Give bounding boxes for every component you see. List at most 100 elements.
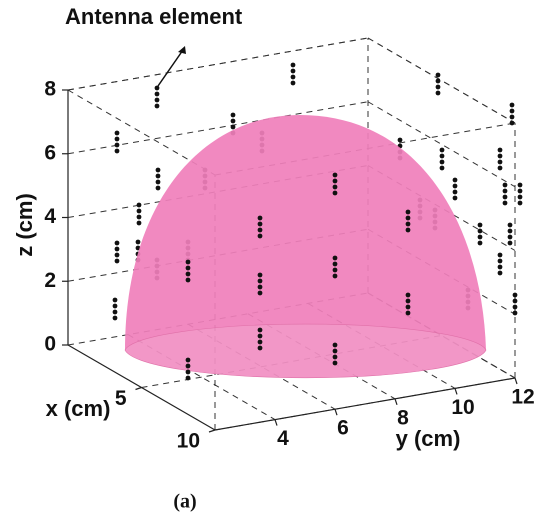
antenna-dot (258, 346, 263, 351)
antenna-dot (333, 179, 338, 184)
figure: 024685104681012 Antenna element z (cm) x… (0, 0, 550, 521)
antenna-dot (333, 268, 338, 273)
antenna-dot (137, 209, 142, 214)
y-tick-label: 10 (451, 396, 474, 419)
antenna-dot (503, 183, 508, 188)
antenna-dot (508, 241, 513, 246)
antenna-dot (258, 328, 263, 333)
antenna-dot (113, 298, 118, 303)
antenna-dot (156, 186, 161, 191)
antenna-dot (291, 75, 296, 80)
antenna-dot (155, 92, 160, 97)
y-tick (515, 378, 517, 384)
y-tick-label: 6 (337, 417, 349, 440)
antenna-dot (498, 265, 503, 270)
antenna-dot (115, 247, 120, 252)
antenna-dot (186, 278, 191, 283)
antenna-dot (258, 340, 263, 345)
antenna-dot (436, 91, 441, 96)
antenna-dot (478, 235, 483, 240)
y-tick (275, 420, 277, 426)
antenna-dot (406, 228, 411, 233)
antenna-dot (333, 185, 338, 190)
antenna-dot (258, 273, 263, 278)
antenna-dot (440, 154, 445, 159)
antenna-dot (258, 222, 263, 227)
antenna-dot (136, 240, 141, 245)
antenna-dot (510, 103, 515, 108)
antenna-dot (155, 104, 160, 109)
antenna-dot (115, 143, 120, 148)
antenna-dot (453, 190, 458, 195)
antenna-dot (498, 253, 503, 258)
antenna-dot (291, 81, 296, 86)
antenna-dot (513, 311, 518, 316)
antenna-dot (398, 138, 403, 143)
antenna-dot (498, 166, 503, 171)
antenna-dot (291, 69, 296, 74)
antenna-dot (406, 293, 411, 298)
z-tick-label: 0 (44, 333, 56, 356)
z-tick-label: 2 (44, 269, 56, 292)
antenna-dot (186, 376, 191, 381)
antenna-dot (453, 196, 458, 201)
antenna-dot (478, 229, 483, 234)
antenna-dot (115, 149, 120, 154)
antenna-dot (440, 148, 445, 153)
antenna-dot (258, 291, 263, 296)
antenna-dot (518, 183, 523, 188)
antenna-dot (333, 256, 338, 261)
antenna-dot (406, 222, 411, 227)
x-axis-label: x (cm) (46, 396, 111, 421)
antenna-dot (115, 241, 120, 246)
antenna-dot (498, 271, 503, 276)
annotation: Antenna element (65, 4, 243, 29)
antenna-dot (113, 310, 118, 315)
x-tick-label: 5 (115, 387, 127, 410)
y-tick (395, 399, 397, 405)
antenna-dot (498, 154, 503, 159)
antenna-dot (503, 195, 508, 200)
antenna-dot (186, 266, 191, 271)
antenna-dot (510, 115, 515, 120)
antenna-dot (518, 189, 523, 194)
antenna-dot (333, 349, 338, 354)
antenna-dot (513, 305, 518, 310)
antenna-dot (406, 305, 411, 310)
antenna-dot (115, 131, 120, 136)
z-axis-label: z (cm) (12, 193, 37, 257)
y-axis-label: y (cm) (396, 426, 461, 451)
grid-line (368, 38, 515, 123)
antenna-dot (406, 216, 411, 221)
antenna-dot (518, 201, 523, 206)
antenna-dot (186, 272, 191, 277)
y-tick (455, 388, 457, 394)
antenna-dot (406, 299, 411, 304)
antenna-dot (156, 168, 161, 173)
x-tick (209, 430, 215, 432)
antenna-dot (137, 215, 142, 220)
y-tick (335, 409, 337, 415)
antenna-dot (508, 223, 513, 228)
antenna-dot (406, 311, 411, 316)
antenna-dot (508, 229, 513, 234)
antenna-dot (508, 235, 513, 240)
antenna-dot (436, 85, 441, 90)
y-tick-label: 12 (511, 386, 534, 409)
antenna-dot (137, 203, 142, 208)
antenna-dot (258, 279, 263, 284)
antenna-dot (503, 201, 508, 206)
antenna-dot (258, 285, 263, 290)
arrow-head (178, 46, 186, 54)
dome-base-mesh (125, 324, 486, 378)
antenna-dot (186, 358, 191, 363)
antenna-dot (231, 125, 236, 130)
antenna-dot (115, 137, 120, 142)
antenna-dot (258, 234, 263, 239)
z-tick-label: 6 (44, 141, 56, 164)
antenna-dot (518, 195, 523, 200)
antenna-dot (436, 73, 441, 78)
antenna-dot (440, 160, 445, 165)
antenna-dot (513, 293, 518, 298)
antenna-dot (258, 334, 263, 339)
